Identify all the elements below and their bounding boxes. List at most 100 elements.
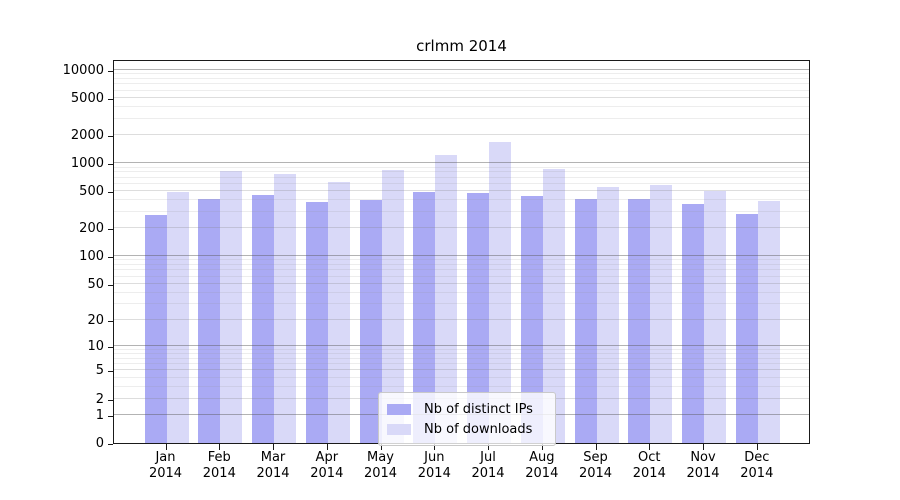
y-tick-label: 100 — [79, 249, 104, 265]
legend-label-distinct-ips: Nb of distinct IPs — [424, 401, 533, 417]
y-tick-mark — [108, 99, 113, 100]
x-tick-year: 2014 — [417, 466, 451, 481]
x-tick-label-may: May 2014 — [349, 450, 413, 482]
y-tick-label: 0 — [95, 436, 104, 451]
x-tick-month: Nov — [690, 450, 716, 465]
chart-title: crlmm 2014 — [416, 37, 507, 55]
bar-downloads-oct — [650, 184, 673, 443]
y-tick-mark — [108, 346, 113, 348]
x-tick-label-feb: Feb 2014 — [187, 450, 251, 482]
y-tick-label: 50 — [87, 276, 104, 292]
y-tick-mark — [108, 444, 113, 445]
bar-distinct-ips-jun — [413, 192, 436, 443]
bar-distinct-ips-oct — [628, 199, 651, 443]
x-tick-year: 2014 — [578, 466, 613, 481]
x-tick-label-dec: Dec 2014 — [725, 450, 789, 482]
x-tick-year: 2014 — [632, 466, 666, 481]
x-tick-mark — [703, 444, 704, 450]
y-tick-mark — [108, 284, 113, 286]
bar-downloads-jun — [435, 155, 458, 443]
y-tick-mark — [108, 415, 113, 417]
bar-downloads-aug — [542, 169, 565, 443]
bar-distinct-ips-aug — [520, 196, 543, 443]
x-tick-mark — [756, 444, 758, 450]
x-tick-month: Aug — [529, 450, 555, 465]
x-tick-mark — [273, 444, 274, 450]
x-tick-mark — [649, 444, 651, 450]
x-tick-mark — [219, 444, 221, 450]
y-tick-label: 5 — [95, 363, 104, 379]
x-tick-mark — [541, 444, 543, 450]
x-tick-month: Feb — [207, 450, 231, 465]
y-tick-mark — [108, 371, 113, 373]
y-tick-label: 5000 — [70, 91, 104, 106]
x-tick-mark — [326, 444, 328, 450]
x-tick-year: 2014 — [202, 466, 236, 481]
y-tick-label: 2000 — [70, 128, 104, 144]
x-tick-mark — [165, 444, 167, 450]
y-tick-label: 10 — [87, 338, 104, 354]
y-tick-mark — [108, 192, 113, 194]
x-tick-mark — [488, 444, 489, 450]
x-tick-month: Mar — [260, 450, 286, 465]
bar-distinct-ips-dec — [735, 214, 758, 443]
x-tick-month: Jul — [480, 450, 496, 465]
y-tick-mark — [108, 257, 113, 259]
x-tick-year: 2014 — [363, 466, 398, 481]
bar-downloads-dec — [757, 201, 780, 443]
bar-downloads-may — [381, 170, 404, 443]
y-tick-mark — [108, 320, 113, 322]
x-tick-label-jan: Jan 2014 — [134, 450, 198, 482]
y-tick-mark — [108, 164, 113, 166]
bar-distinct-ips-apr — [305, 202, 328, 443]
legend-swatch-distinct-ips — [387, 403, 411, 415]
x-tick-month: Sep — [583, 450, 608, 465]
x-tick-month: Jan — [155, 450, 176, 465]
y-tick-mark — [108, 71, 113, 72]
bar-downloads-mar — [274, 174, 296, 443]
x-tick-label-nov: Nov 2014 — [671, 450, 735, 482]
bar-downloads-jul — [489, 142, 511, 443]
x-tick-label-sep: Sep 2014 — [564, 450, 628, 482]
legend-swatch-downloads — [387, 423, 411, 435]
x-tick-label-jun: Jun 2014 — [402, 450, 466, 482]
x-tick-year: 2014 — [256, 466, 290, 481]
x-tick-year: 2014 — [310, 466, 344, 481]
x-tick-month: Oct — [638, 450, 661, 465]
x-tick-month: Apr — [315, 450, 339, 465]
bar-downloads-apr — [327, 181, 350, 443]
y-tick-label: 10000 — [62, 63, 104, 78]
x-tick-label-mar: Mar 2014 — [241, 450, 305, 482]
x-tick-year: 2014 — [525, 466, 559, 481]
x-tick-month: Dec — [744, 450, 770, 465]
y-tick-mark — [108, 229, 113, 231]
bar-distinct-ips-jan — [144, 215, 167, 443]
x-tick-label-oct: Oct 2014 — [617, 450, 681, 482]
x-tick-label-apr: Apr 2014 — [295, 450, 359, 482]
bars-layer — [114, 61, 809, 443]
y-tick-label: 1000 — [70, 156, 104, 172]
x-tick-year: 2014 — [686, 466, 720, 481]
bar-distinct-ips-feb — [198, 198, 221, 443]
y-tick-label: 200 — [79, 221, 104, 237]
legend-label-downloads: Nb of downloads — [424, 421, 533, 437]
bar-downloads-sep — [596, 186, 619, 443]
bar-downloads-feb — [220, 170, 243, 443]
x-tick-month: May — [367, 450, 394, 465]
bar-distinct-ips-sep — [574, 199, 597, 443]
bar-distinct-ips-nov — [682, 203, 704, 443]
bar-distinct-ips-mar — [252, 194, 274, 443]
bar-distinct-ips-jul — [467, 193, 489, 443]
x-tick-month: Jun — [424, 450, 445, 465]
y-tick-label: 500 — [79, 184, 104, 200]
legend: Nb of distinct IPs Nb of downloads — [378, 392, 556, 446]
legend-item-distinct-ips: Nb of distinct IPs — [387, 399, 545, 419]
y-tick-label: 2 — [95, 391, 104, 407]
bar-distinct-ips-may — [359, 200, 382, 443]
x-tick-label-aug: Aug 2014 — [510, 450, 574, 482]
y-tick-mark — [108, 399, 113, 401]
y-tick-label: 20 — [87, 312, 104, 328]
x-tick-mark — [380, 444, 382, 450]
x-tick-mark — [434, 444, 436, 450]
